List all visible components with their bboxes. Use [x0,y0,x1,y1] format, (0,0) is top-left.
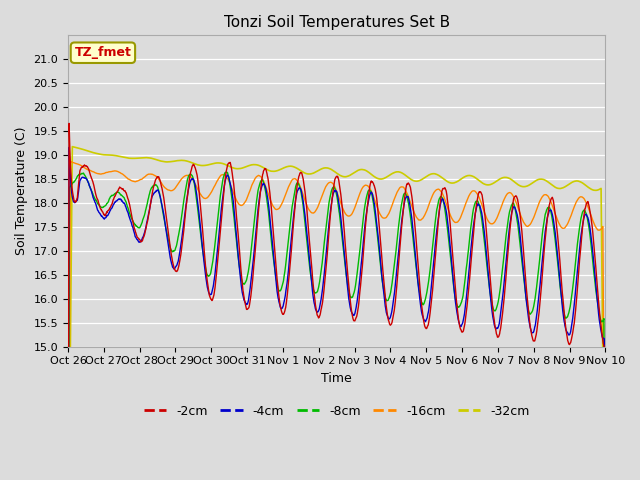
Y-axis label: Soil Temperature (C): Soil Temperature (C) [15,127,28,255]
Text: TZ_fmet: TZ_fmet [74,46,131,59]
Title: Tonzi Soil Temperatures Set B: Tonzi Soil Temperatures Set B [223,15,450,30]
Legend: -2cm, -4cm, -8cm, -16cm, -32cm: -2cm, -4cm, -8cm, -16cm, -32cm [139,400,534,423]
X-axis label: Time: Time [321,372,352,385]
